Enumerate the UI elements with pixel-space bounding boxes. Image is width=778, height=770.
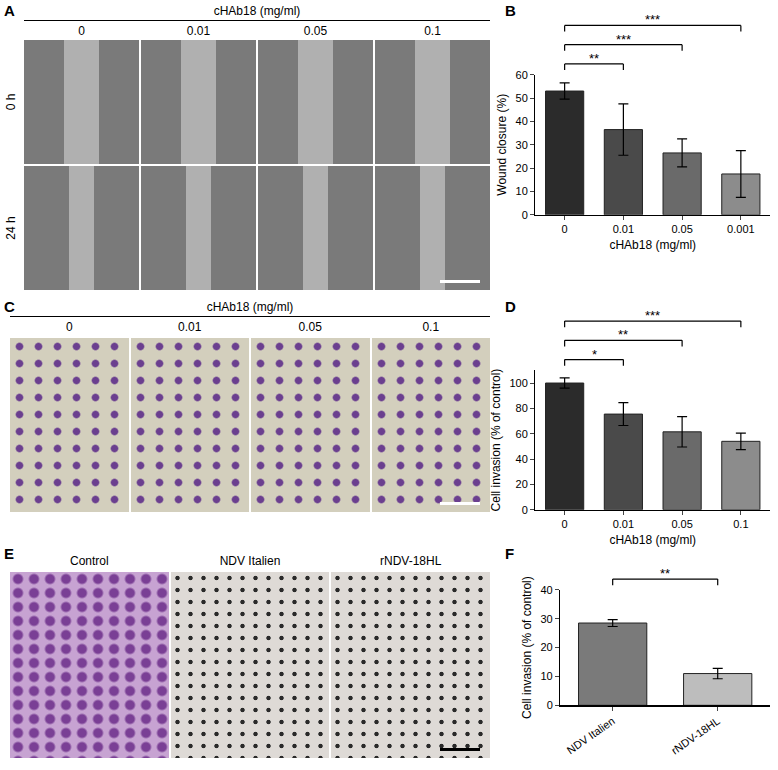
svg-text:NDV Italien: NDV Italien — [565, 715, 617, 757]
svg-text:0.05: 0.05 — [671, 223, 692, 235]
html-text:E: E — [4, 545, 14, 562]
svg-text:10: 10 — [516, 185, 528, 197]
svg-text:60: 60 — [516, 428, 528, 440]
svg-text:40: 40 — [541, 584, 553, 596]
html-text:0.05: 0.05 — [298, 320, 322, 334]
svg-text:*: * — [592, 347, 597, 362]
svg-text:100: 100 — [510, 377, 528, 389]
svg-text:0: 0 — [562, 223, 568, 235]
svg-text:**: ** — [618, 327, 628, 342]
svg-text:20: 20 — [541, 641, 553, 653]
svg-text:0: 0 — [522, 209, 528, 221]
svg-text:30: 30 — [541, 613, 553, 625]
svg-text:**: ** — [589, 51, 599, 66]
svg-text:rNDV-18HL: rNDV-18HL — [669, 715, 722, 757]
html-text:B: B — [505, 2, 516, 19]
html-text:NDV Italien: NDV Italien — [219, 554, 281, 568]
html-text:0.1: 0.1 — [424, 24, 441, 38]
html-text:cHAb18 (mg/ml): cHAb18 (mg/ml) — [213, 4, 301, 18]
svg-text:Wound closure (%): Wound closure (%) — [495, 94, 509, 196]
html-text:Control: Control — [70, 554, 109, 568]
svg-text:20: 20 — [516, 478, 528, 490]
svg-text:0.001: 0.001 — [727, 223, 755, 235]
svg-text:Cell invasion (% of control): Cell invasion (% of control) — [489, 369, 503, 512]
svg-text:0.01: 0.01 — [613, 223, 634, 235]
svg-text:0.05: 0.05 — [671, 518, 692, 530]
svg-text:30: 30 — [516, 139, 528, 151]
svg-text:40: 40 — [516, 453, 528, 465]
html-text:C: C — [4, 298, 15, 315]
html-text:cHAb18 (mg/ml): cHAb18 (mg/ml) — [206, 300, 294, 314]
html-text:24 h: 24 h — [4, 216, 18, 240]
html-text:F: F — [505, 545, 515, 562]
html-text:0.01: 0.01 — [186, 24, 211, 38]
svg-text:Cell invasion (% of control): Cell invasion (% of control) — [520, 576, 534, 719]
html-text:0.05: 0.05 — [303, 24, 328, 38]
svg-text:cHAb18 (mg/ml): cHAb18 (mg/ml) — [609, 238, 696, 252]
html-text:0.1: 0.1 — [422, 320, 440, 334]
svg-text:***: *** — [645, 308, 660, 323]
svg-text:0: 0 — [522, 504, 528, 516]
svg-text:50: 50 — [516, 92, 528, 104]
svg-text:cHAb18 (mg/ml): cHAb18 (mg/ml) — [609, 533, 696, 547]
html-text:rNDV-18HL: rNDV-18HL — [380, 554, 442, 568]
svg-text:0: 0 — [547, 699, 553, 711]
html-text:0: 0 — [78, 24, 85, 38]
svg-text:0.1: 0.1 — [733, 518, 748, 530]
svg-text:10: 10 — [541, 670, 553, 682]
svg-text:80: 80 — [516, 402, 528, 414]
html-text:0: 0 — [65, 320, 73, 334]
svg-text:60: 60 — [516, 69, 528, 81]
svg-text:0.01: 0.01 — [613, 518, 634, 530]
svg-text:20: 20 — [516, 162, 528, 174]
html-text:A: A — [4, 2, 15, 19]
svg-text:**: ** — [660, 566, 670, 581]
svg-text:***: *** — [645, 12, 660, 27]
svg-text:40: 40 — [516, 115, 528, 127]
html-text:0.01: 0.01 — [178, 320, 202, 334]
html-text:D: D — [505, 298, 516, 315]
svg-text:***: *** — [616, 32, 631, 47]
svg-text:0: 0 — [562, 518, 568, 530]
html-text:0 h: 0 h — [4, 93, 18, 111]
